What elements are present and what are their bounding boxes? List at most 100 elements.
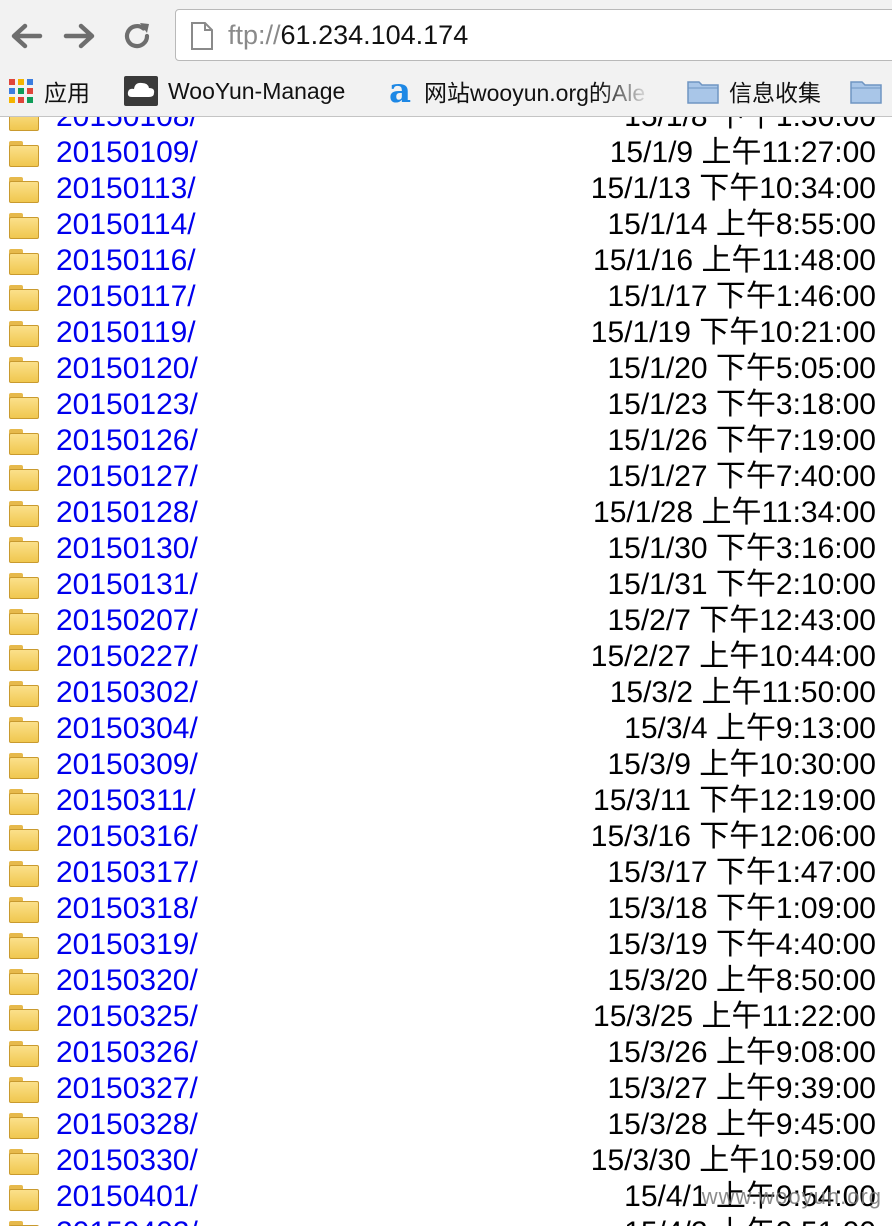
reload-button[interactable] <box>115 14 159 58</box>
listing-row: 20150319/15/3/19 下午4:40:00 <box>0 927 892 963</box>
directory-link[interactable]: 20150131/ <box>56 568 198 601</box>
directory-link[interactable]: 20150127/ <box>56 460 198 493</box>
listing-row: 20150120/15/1/20 下午5:05:00 <box>0 351 892 387</box>
listing-row: 20150328/15/3/28 上午9:45:00 <box>0 1107 892 1143</box>
directory-link[interactable]: 20150325/ <box>56 1000 198 1033</box>
bookmark-label: WooYun-Manage <box>168 77 346 104</box>
directory-link[interactable]: 20150119/ <box>56 316 196 349</box>
address-bar[interactable]: ftp://61.234.104.174 <box>175 9 892 61</box>
listing-row: 20150325/15/3/25 上午11:22:00 <box>0 999 892 1035</box>
bookmark-fade <box>600 70 660 112</box>
directory-link[interactable]: 20150330/ <box>56 1144 198 1177</box>
directory-link[interactable]: 20150309/ <box>56 748 198 781</box>
directory-link[interactable]: 20150326/ <box>56 1036 198 1069</box>
directory-link[interactable]: 20150108/ <box>56 117 198 135</box>
folder-icon <box>9 117 39 131</box>
url-text[interactable]: ftp://61.234.104.174 <box>228 19 468 51</box>
directory-link[interactable]: 20150304/ <box>56 712 198 745</box>
listing-row: 20150320/15/3/20 上午8:50:00 <box>0 963 892 999</box>
directory-link[interactable]: 20150116/ <box>56 244 196 277</box>
directory-link[interactable]: 20150130/ <box>56 532 198 565</box>
directory-link[interactable]: 20150328/ <box>56 1108 198 1141</box>
folder-icon <box>9 249 39 275</box>
directory-link[interactable]: 20150327/ <box>56 1072 198 1105</box>
directory-link[interactable]: 20150120/ <box>56 352 198 385</box>
url-host: 61.234.104.174 <box>280 20 469 50</box>
listing-row: 20150327/15/3/27 上午9:39:00 <box>0 1071 892 1107</box>
directory-link[interactable]: 20150316/ <box>56 820 198 853</box>
listing-rows: 20150108/15/1/8 下午1:30:0020150109/15/1/9… <box>0 117 892 1226</box>
listing-row: 20150114/15/1/14 上午8:55:00 <box>0 207 892 243</box>
modified-date: 15/2/7 下午12:43:00 <box>607 604 876 637</box>
folder-icon <box>9 789 39 815</box>
reload-icon <box>124 23 150 49</box>
modified-date: 15/3/26 上午9:08:00 <box>607 1036 876 1069</box>
directory-link[interactable]: 20150126/ <box>56 424 198 457</box>
directory-link[interactable]: 20150319/ <box>56 928 198 961</box>
bookmark-apps[interactable]: 应用 <box>8 70 90 112</box>
modified-date: 15/3/27 上午9:39:00 <box>607 1072 876 1105</box>
folder-icon <box>9 1221 39 1226</box>
directory-link[interactable]: 20150401/ <box>56 1180 198 1213</box>
modified-date: 15/1/16 上午11:48:00 <box>593 244 876 277</box>
folder-icon <box>9 753 39 779</box>
folder-icon <box>9 897 39 923</box>
modified-date: 15/1/14 上午8:55:00 <box>607 208 876 241</box>
directory-link[interactable]: 20150311/ <box>56 784 196 817</box>
modified-date: 15/3/11 下午12:19:00 <box>593 784 876 817</box>
folder-icon <box>9 465 39 491</box>
modified-date: 15/1/23 下午3:18:00 <box>607 388 876 421</box>
folder-icon <box>9 357 39 383</box>
directory-link[interactable]: 20150113/ <box>56 172 196 205</box>
modified-date: 15/3/20 上午8:50:00 <box>607 964 876 997</box>
modified-date: 15/3/17 下午1:47:00 <box>607 856 876 889</box>
directory-link[interactable]: 20150128/ <box>56 496 198 529</box>
bookmarks-bar: 应用 WooYun-Manage a 网站wooyun.org的Ale 信息收集 <box>0 70 892 117</box>
folder-icon <box>9 933 39 959</box>
bookmark-wooyun-manage[interactable]: WooYun-Manage <box>124 70 345 112</box>
modified-date: 15/1/27 下午7:40:00 <box>607 460 876 493</box>
folder-icon <box>9 141 39 167</box>
back-button[interactable] <box>4 14 48 58</box>
folder-icon <box>9 573 39 599</box>
directory-link[interactable]: 20150117/ <box>56 280 196 313</box>
modified-date: 15/1/30 下午3:16:00 <box>607 532 876 565</box>
forward-button[interactable] <box>58 14 102 58</box>
modified-date: 15/4/2 上午9:51:00 <box>624 1215 876 1226</box>
folder-icon <box>9 285 39 311</box>
folder-icon <box>687 81 719 104</box>
listing-row: 20150109/15/1/9 上午11:27:00 <box>0 135 892 171</box>
bookmark-folder[interactable] <box>850 70 882 112</box>
directory-link[interactable]: 20150317/ <box>56 856 198 889</box>
listing-row: 20150401/15/4/1 上午9:54:00 <box>0 1179 892 1215</box>
folder-icon <box>9 861 39 887</box>
directory-link[interactable]: 20150123/ <box>56 388 198 421</box>
modified-date: 15/3/30 上午10:59:00 <box>590 1144 876 1177</box>
directory-link[interactable]: 20150402/ <box>56 1215 198 1226</box>
folder-icon <box>9 609 39 635</box>
directory-link[interactable]: 20150109/ <box>56 136 198 169</box>
listing-row: 20150309/15/3/9 上午10:30:00 <box>0 747 892 783</box>
directory-link[interactable]: 20150302/ <box>56 676 198 709</box>
directory-link[interactable]: 20150114/ <box>56 208 196 241</box>
listing-row: 20150131/15/1/31 下午2:10:00 <box>0 567 892 603</box>
listing-row: 20150119/15/1/19 下午10:21:00 <box>0 315 892 351</box>
listing-row: 20150117/15/1/17 下午1:46:00 <box>0 279 892 315</box>
modified-date: 15/1/9 上午11:27:00 <box>609 136 876 169</box>
folder-icon <box>9 1113 39 1139</box>
bookmark-folder-info[interactable]: 信息收集 <box>687 70 821 112</box>
back-arrow-icon <box>11 23 43 49</box>
directory-link[interactable]: 20150207/ <box>56 604 198 637</box>
folder-icon <box>850 81 882 104</box>
modified-date: 15/3/25 上午11:22:00 <box>593 1000 876 1033</box>
modified-date: 15/1/31 下午2:10:00 <box>607 568 876 601</box>
directory-link[interactable]: 20150227/ <box>56 640 198 673</box>
listing-row: 20150311/15/3/11 下午12:19:00 <box>0 783 892 819</box>
directory-link[interactable]: 20150320/ <box>56 964 198 997</box>
bookmark-label: 信息收集 <box>729 80 821 106</box>
modified-date: 15/1/8 下午1:30:00 <box>624 117 876 135</box>
folder-icon <box>9 393 39 419</box>
modified-date: 15/2/27 上午10:44:00 <box>590 640 876 673</box>
directory-link[interactable]: 20150318/ <box>56 892 198 925</box>
apps-grid-icon <box>9 79 33 103</box>
